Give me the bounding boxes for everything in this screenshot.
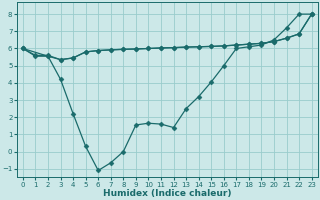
X-axis label: Humidex (Indice chaleur): Humidex (Indice chaleur) xyxy=(103,189,232,198)
